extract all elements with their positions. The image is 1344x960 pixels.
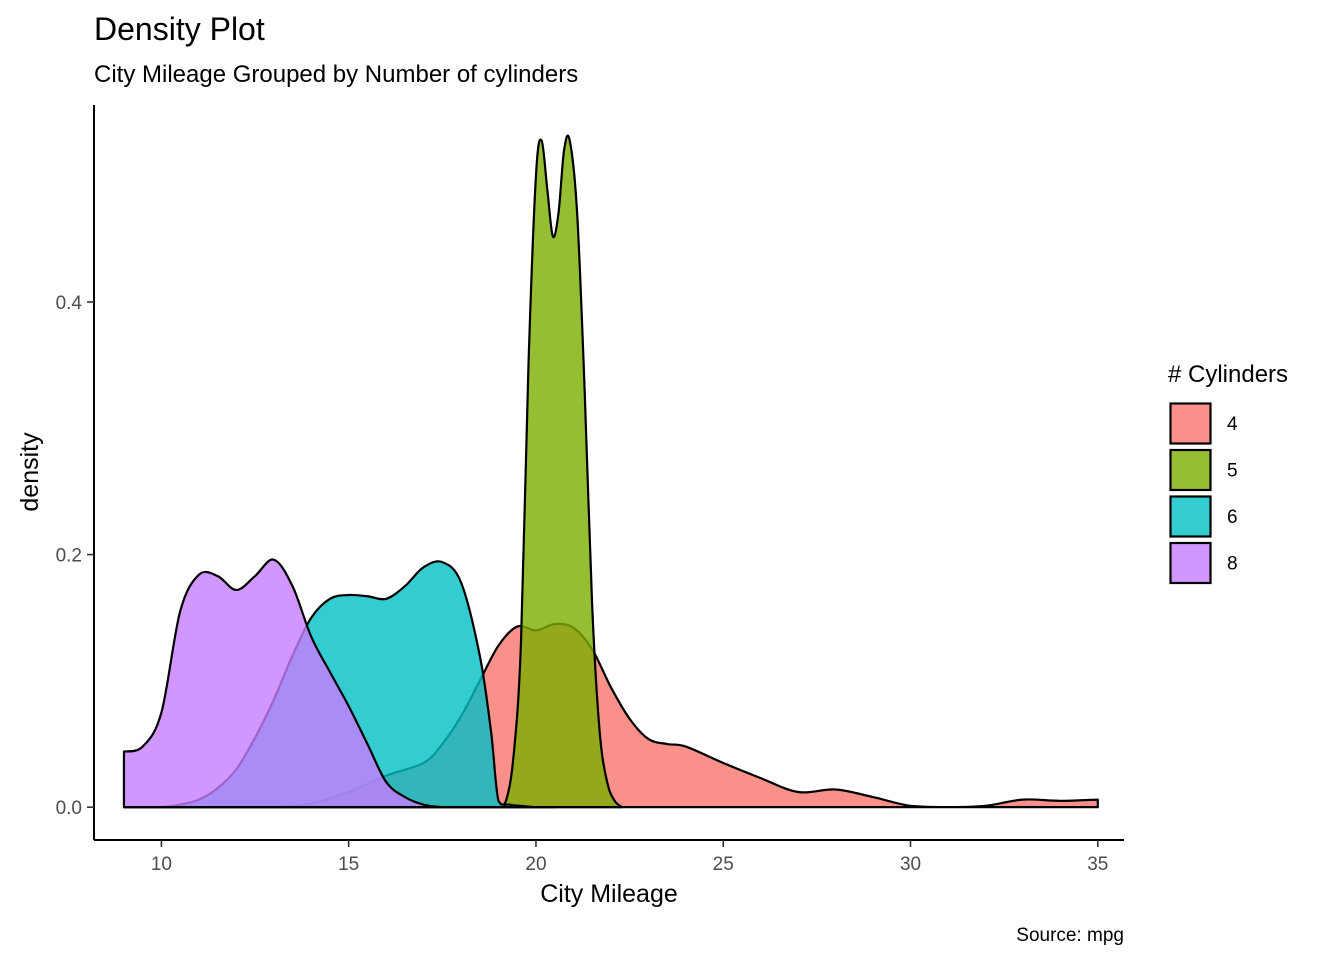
legend-label-8: 8 xyxy=(1227,554,1238,575)
y-tick-label: 0.4 xyxy=(56,293,83,314)
legend: 4 5 6 8 xyxy=(1169,402,1238,585)
x-axis-ticks: 10 15 20 25 30 35 xyxy=(151,840,1108,875)
legend-label-6: 6 xyxy=(1227,507,1238,528)
legend-swatch-6 xyxy=(1169,495,1212,538)
x-tick-label: 20 xyxy=(525,854,546,875)
y-axis-ticks: 0.0 0.2 0.4 xyxy=(56,293,94,819)
x-axis-title: City Mileage xyxy=(540,880,678,908)
legend-swatch-8 xyxy=(1169,541,1212,585)
x-tick-label: 10 xyxy=(151,854,172,875)
legend-label-4: 4 xyxy=(1227,414,1238,435)
x-tick-label: 30 xyxy=(900,854,921,875)
legend-label-5: 5 xyxy=(1227,461,1238,482)
density-area-5-cyl xyxy=(497,134,624,809)
density-area-8-cyl xyxy=(122,558,500,809)
y-tick-label: 0.0 xyxy=(56,798,82,819)
x-tick-label: 15 xyxy=(338,854,359,875)
legend-swatch-4 xyxy=(1169,402,1212,445)
chart-title: Density Plot xyxy=(94,11,265,47)
x-tick-label: 25 xyxy=(713,854,734,875)
density-areas xyxy=(122,134,1099,809)
legend-title: # Cylinders xyxy=(1168,361,1288,388)
y-tick-label: 0.2 xyxy=(56,546,82,567)
x-tick-label: 35 xyxy=(1087,854,1108,875)
legend-swatch-5 xyxy=(1169,448,1212,492)
y-axis-title: density xyxy=(16,432,44,512)
chart-caption: Source: mpg xyxy=(1016,925,1124,946)
chart-subtitle: City Mileage Grouped by Number of cylind… xyxy=(94,61,578,88)
